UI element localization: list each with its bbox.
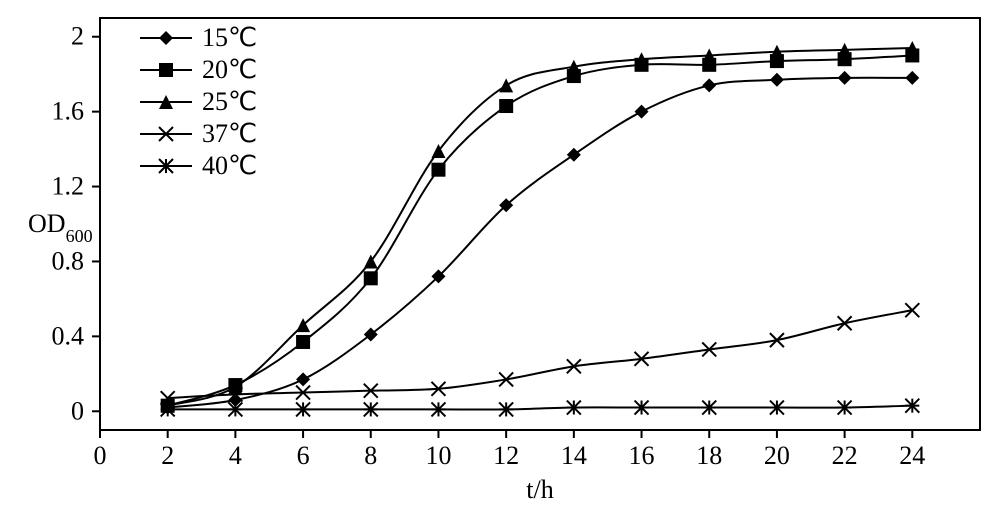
svg-text:2: 2	[71, 22, 84, 51]
svg-text:1.2: 1.2	[52, 172, 85, 201]
svg-text:37℃: 37℃	[202, 119, 257, 148]
svg-text:12: 12	[493, 441, 519, 470]
series-20℃	[161, 48, 920, 412]
svg-text:0: 0	[71, 396, 84, 425]
svg-text:10: 10	[425, 441, 451, 470]
svg-text:1.6: 1.6	[52, 97, 85, 126]
chart-svg: 02468101214161820222400.40.81.21.62t/hOD…	[0, 0, 1000, 521]
growth-curve-chart: 02468101214161820222400.40.81.21.62t/hOD…	[0, 0, 1000, 521]
svg-text:0.8: 0.8	[52, 246, 85, 275]
svg-text:t/h: t/h	[526, 475, 553, 504]
legend-item-15℃: 15℃	[140, 23, 257, 52]
legend-item-20℃: 20℃	[140, 55, 257, 84]
legend-item-40℃: 40℃	[140, 151, 257, 180]
svg-text:24: 24	[899, 441, 925, 470]
svg-text:18: 18	[696, 441, 722, 470]
svg-text:OD600: OD600	[28, 209, 93, 246]
svg-text:14: 14	[561, 441, 587, 470]
svg-text:2: 2	[161, 441, 174, 470]
svg-text:0: 0	[94, 441, 107, 470]
series-40℃	[161, 399, 920, 417]
svg-text:20: 20	[764, 441, 790, 470]
series-25℃	[161, 41, 920, 413]
svg-text:25℃: 25℃	[202, 87, 257, 116]
svg-text:6: 6	[297, 441, 310, 470]
svg-text:40℃: 40℃	[202, 151, 257, 180]
legend-item-37℃: 37℃	[140, 119, 257, 148]
svg-text:16: 16	[629, 441, 655, 470]
svg-text:22: 22	[832, 441, 858, 470]
legend-item-25℃: 25℃	[140, 87, 257, 116]
svg-text:0.4: 0.4	[52, 321, 85, 350]
svg-text:4: 4	[229, 441, 242, 470]
svg-text:20℃: 20℃	[202, 55, 257, 84]
svg-text:8: 8	[364, 441, 377, 470]
svg-text:15℃: 15℃	[202, 23, 257, 52]
